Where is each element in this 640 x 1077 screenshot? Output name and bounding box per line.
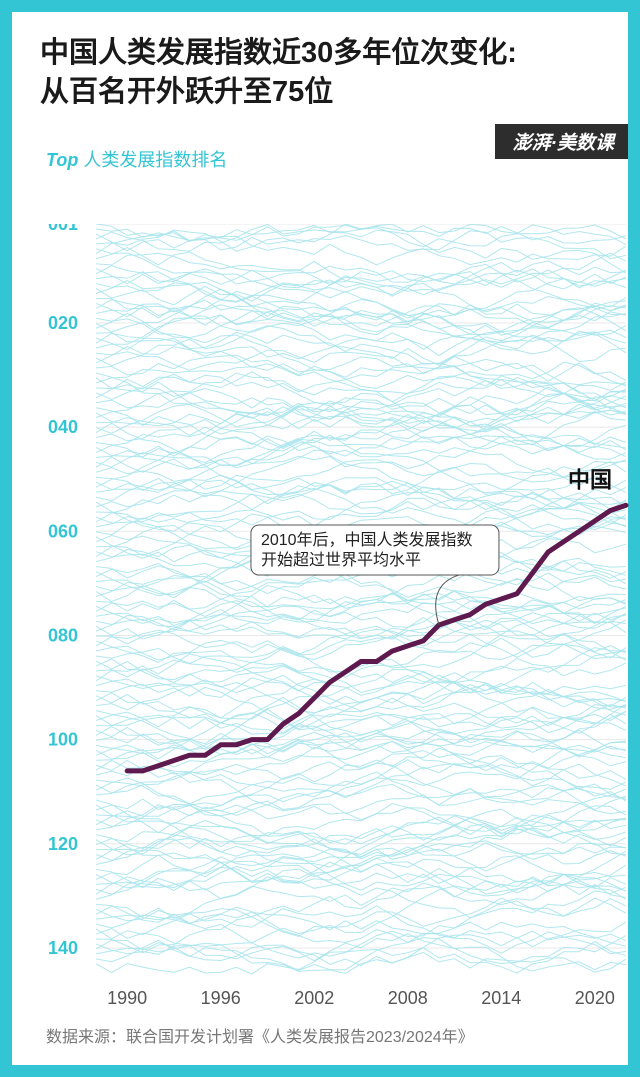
china-label: 中国 [568,467,612,492]
svg-text:040: 040 [48,417,78,437]
svg-text:100: 100 [48,730,78,750]
source-badge: 澎湃·美数课 [495,124,628,159]
svg-text:001: 001 [48,224,78,234]
title-line1: 中国人类发展指数近30多年位次变化: [40,34,600,73]
svg-text:2008: 2008 [388,988,428,1008]
chart: 001 020 040 060 080 100 120 140 1990 1996 2002 2008… [46,224,630,1024]
svg-text:060: 060 [48,521,78,541]
chart-svg: 001 020 040 060 080 100 120 140 1990 1996 2002 2008… [46,224,630,1024]
svg-text:2020: 2020 [575,988,615,1008]
svg-text:2014: 2014 [481,988,521,1008]
svg-text:080: 080 [48,625,78,645]
header: 中国人类发展指数近30多年位次变化: 从百名开外跃升至75位 [12,12,628,120]
svg-text:2002: 2002 [294,988,334,1008]
infographic-card: 中国人类发展指数近30多年位次变化: 从百名开外跃升至75位 澎湃·美数课 To… [0,0,640,1077]
data-source-footer: 数据来源：联合国开发计划署《人类发展报告2023/2024年》 [46,1023,474,1047]
svg-text:140: 140 [48,938,78,958]
title-line2: 从百名开外跃升至75位 [40,73,600,112]
svg-text:020: 020 [48,313,78,333]
svg-text:120: 120 [48,834,78,854]
svg-text:1996: 1996 [201,988,241,1008]
callout-line1: 2010年后，中国人类发展指数 [261,531,473,549]
subtitle-label: 人类发展指数排名 [83,150,227,170]
subtitle-top: Top [46,150,78,170]
callout-line2: 开始超过世界平均水平 [261,551,421,569]
svg-text:1990: 1990 [107,988,147,1008]
